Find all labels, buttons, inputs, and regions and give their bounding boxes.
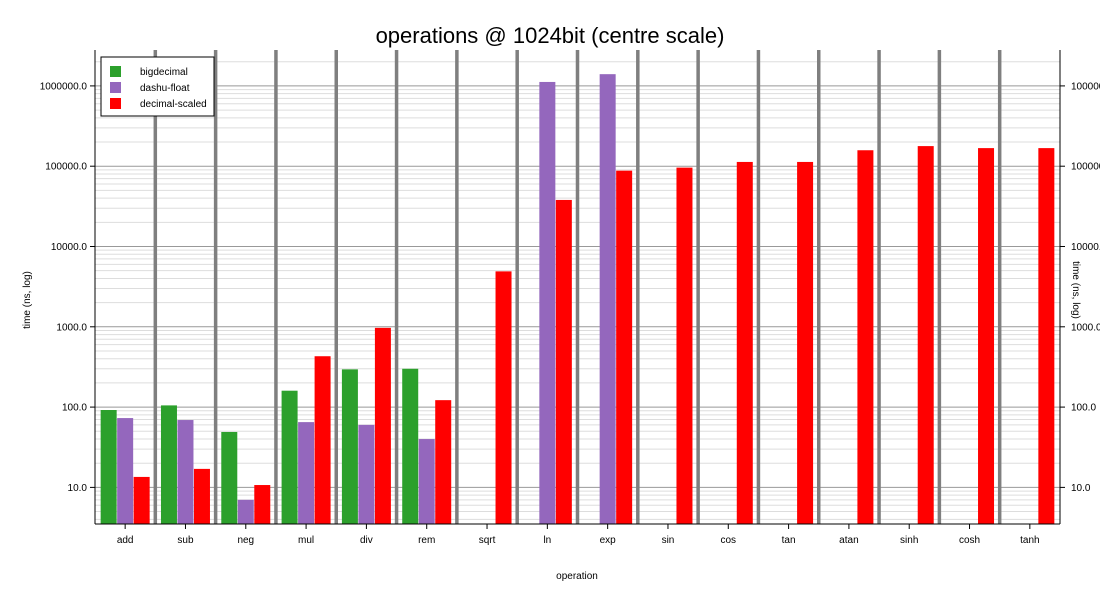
legend: bigdecimal dashu-float decimal-scaled <box>100 56 215 117</box>
x-tick-label: tan <box>782 535 796 546</box>
y-tick-label-left: 10.0 <box>68 483 88 494</box>
bar-decimal-scaled-rem <box>435 400 452 524</box>
bar-decimal-scaled-sin <box>676 167 693 524</box>
bar-decimal-scaled-add <box>133 476 150 524</box>
bar-decimal-scaled-neg <box>254 485 271 524</box>
x-tick-label: add <box>117 535 134 546</box>
y-tick-label-right: 1000000.0 <box>1071 81 1100 92</box>
legend-label-bigdecimal: bigdecimal <box>140 67 188 78</box>
y-tick-label-left: 100.0 <box>62 403 87 414</box>
chart-title: operations @ 1024bit (centre scale) <box>376 23 725 48</box>
y-tick-label-left: 100000.0 <box>45 162 87 173</box>
bar-dashu-float-rem <box>418 439 435 524</box>
bar-dashu-float-ln <box>539 81 556 524</box>
bar-dashu-float-exp <box>599 74 616 524</box>
bar-bigdecimal-add <box>100 410 117 524</box>
bar-dashu-float-sub <box>177 420 194 524</box>
bar-bigdecimal-sub <box>160 405 177 524</box>
bar-decimal-scaled-exp <box>616 170 633 524</box>
y-tick-label-right: 1000.0 <box>1071 322 1100 333</box>
bar-bigdecimal-mul <box>281 390 298 524</box>
bar-decimal-scaled-sinh <box>917 146 934 524</box>
bar-bigdecimal-div <box>341 369 358 524</box>
y-tick-label-right: 10000.0 <box>1071 242 1100 253</box>
bars <box>100 74 1055 524</box>
bar-decimal-scaled-cosh <box>978 148 995 524</box>
bar-bigdecimal-neg <box>221 431 238 524</box>
x-tick-label: cos <box>721 535 737 546</box>
bar-dashu-float-add <box>117 418 134 524</box>
bar-decimal-scaled-tan <box>797 161 814 524</box>
y-tick-label-right: 10.0 <box>1071 483 1091 494</box>
bar-decimal-scaled-tanh <box>1038 148 1055 524</box>
legend-swatch-decimal-scaled <box>110 98 121 109</box>
x-tick-label: sub <box>177 535 194 546</box>
legend-label-dashu-float: dashu-float <box>140 83 190 94</box>
bar-decimal-scaled-sqrt <box>495 271 512 524</box>
bar-decimal-scaled-mul <box>314 356 331 524</box>
x-tick-label: div <box>360 535 373 546</box>
category-separators <box>153 50 1002 524</box>
bar-decimal-scaled-atan <box>857 150 874 524</box>
bar-dashu-float-neg <box>237 499 254 524</box>
y-axis-label-right: time (ns, log) <box>1070 261 1081 319</box>
legend-label-decimal-scaled: decimal-scaled <box>140 99 207 110</box>
x-tick-label: exp <box>600 535 617 546</box>
bar-decimal-scaled-ln <box>555 199 572 524</box>
x-axis-label: operation <box>556 571 598 582</box>
x-tick-label: cosh <box>959 535 980 546</box>
y-tick-label-left: 1000.0 <box>56 322 87 333</box>
x-tick-label: sqrt <box>479 535 496 546</box>
bar-dashu-float-div <box>358 424 375 524</box>
x-tick-label: sinh <box>900 535 918 546</box>
bar-decimal-scaled-sub <box>193 468 210 524</box>
x-tick-label: sin <box>662 535 675 546</box>
x-tick-label: mul <box>298 535 314 546</box>
bar-dashu-float-mul <box>298 422 315 524</box>
legend-swatch-bigdecimal <box>110 66 121 77</box>
x-tick-label: tanh <box>1020 535 1039 546</box>
y-tick-label-left: 1000000.0 <box>40 81 88 92</box>
legend-swatch-dashu-float <box>110 82 121 93</box>
y-tick-label-right: 100000.0 <box>1071 162 1100 173</box>
axes: 10.0 10.0 100.0 100.0 1000.0 1000.0 10000.0 100… <box>40 50 1100 546</box>
x-tick-label: atan <box>839 535 858 546</box>
x-tick-label: ln <box>543 535 551 546</box>
bar-bigdecimal-rem <box>402 368 419 524</box>
y-tick-label-left: 10000.0 <box>51 242 88 253</box>
x-tick-label: rem <box>418 535 435 546</box>
bar-decimal-scaled-cos <box>736 161 753 524</box>
y-axis-label-left: time (ns, log) <box>22 271 33 329</box>
bar-decimal-scaled-div <box>374 327 391 524</box>
y-tick-label-right: 100.0 <box>1071 403 1096 414</box>
x-tick-label: neg <box>237 535 254 546</box>
